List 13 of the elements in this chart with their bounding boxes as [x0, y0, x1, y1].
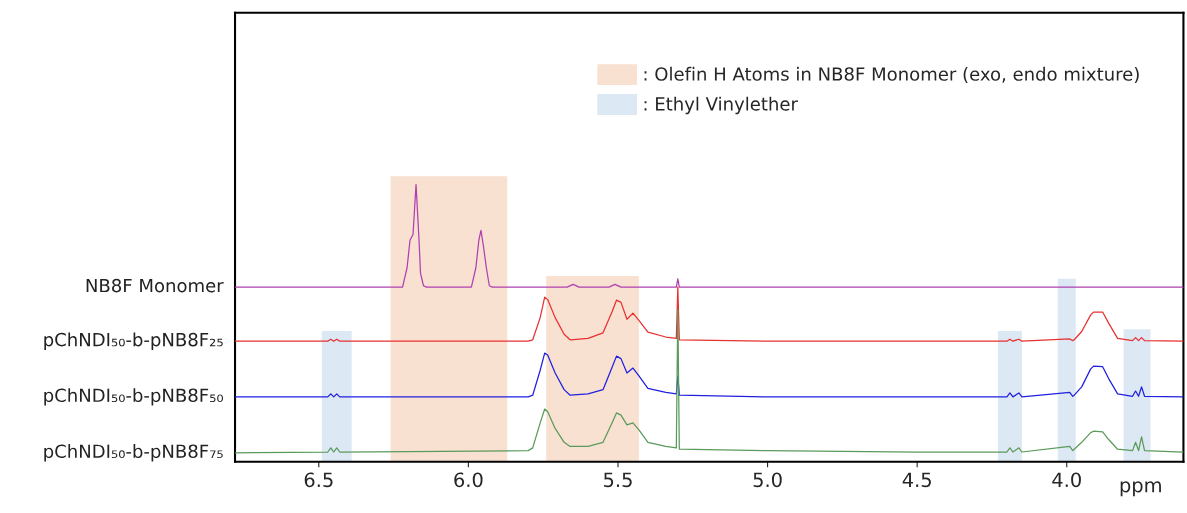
series-label: pChNDI₅₀-b-pNB8F₇₅	[44, 444, 223, 462]
x-tick-label: 4.5	[902, 472, 931, 488]
x-tick-label: 4.0	[1052, 472, 1081, 488]
x-tick-label: 5.0	[753, 472, 782, 488]
legend-label: : Ethyl Vinylether	[644, 96, 798, 115]
series-label: pChNDI₅₀-b-pNB8F₅₀	[44, 388, 224, 406]
x-tick-label: 5.5	[604, 472, 632, 488]
x-tick-label: 6.0	[454, 472, 483, 488]
legend-label: : Olefin H Atoms in NB8F Monomer (exo, endo mixture)	[644, 66, 1139, 83]
x-axis-title: ppm	[1120, 481, 1161, 497]
series-label: pChNDI₅₀-b-pNB8F₂₅	[44, 332, 223, 350]
x-tick-label: 6.5	[304, 472, 333, 488]
series-label: NB8F Monomer	[86, 278, 224, 293]
